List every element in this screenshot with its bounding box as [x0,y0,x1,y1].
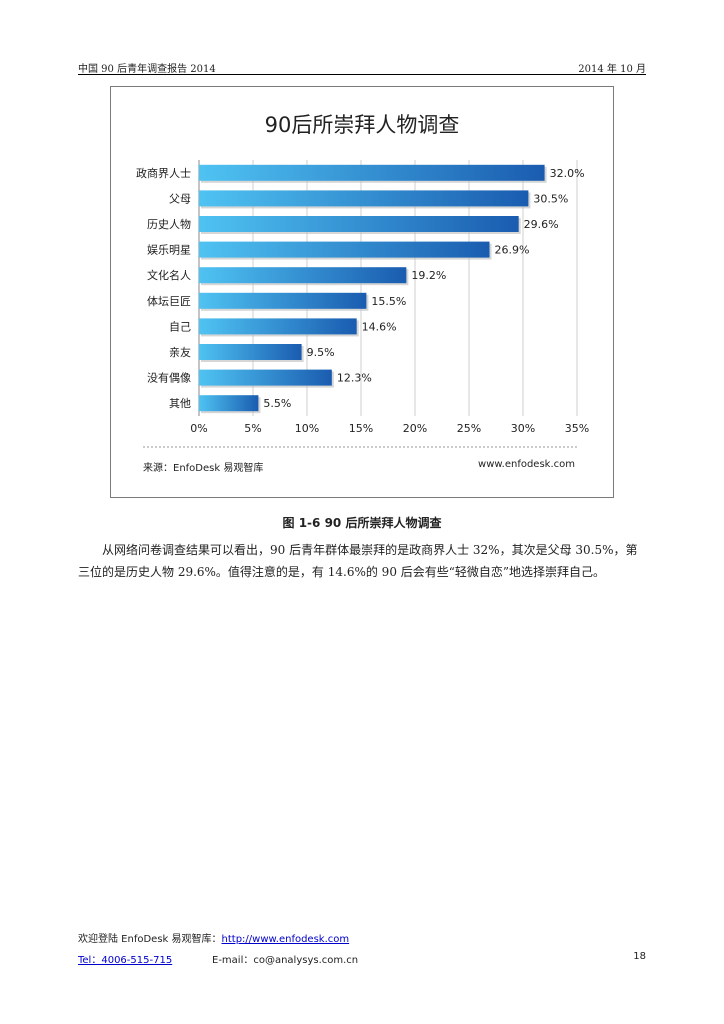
x-tick-label: 25% [457,422,481,435]
data-label: 30.5% [533,192,568,205]
category-label: 自己 [169,320,191,333]
category-label: 历史人物 [147,217,191,231]
bar [199,344,302,360]
footer-url-link[interactable]: http://www.enfodesk.com [221,934,350,945]
header-report-title: 中国 90 后青年调查报告 2014 [78,64,216,75]
x-tick-label: 35% [565,422,589,435]
bar [199,216,519,232]
body-paragraph: 从网络问卷调查结果可以看出，90 后青年群体最崇拜的是政商界人士 32%，其次是… [78,543,638,579]
chart-frame: 90后所崇拜人物调查 0% 5% 10% 15% 20% 25% 30% 35% 政商界人士 32… [110,86,614,498]
figure-caption: 图 1-6 90 后所崇拜人物调查 [282,516,442,530]
category-label: 政商界人士 [136,166,191,180]
data-label: 19.2% [411,269,446,282]
bar [199,190,529,207]
data-label: 14.6% [362,320,397,333]
data-label: 9.5% [307,346,335,359]
bar [199,369,332,386]
bar [199,395,259,412]
page-number: 18 [633,951,646,962]
x-tick-label: 10% [295,422,319,435]
footer-welcome-text: 欢迎登陆 EnfoDesk 易观智库： [78,934,222,945]
x-tick-label: 5% [244,422,261,435]
footer-welcome: 欢迎登陆 EnfoDesk 易观智库：http://www.enfodesk.c… [78,930,349,945]
chart-source: 来源：EnfoDesk 易观智库 [143,463,264,474]
bar-chart: 0% 5% 10% 15% 20% 25% 30% 35% 政商界人士 32.0% 父母 30.5% 历… [136,160,589,448]
category-label: 其他 [169,397,191,410]
bar [199,164,545,181]
bar [199,318,357,335]
footer-tel-link[interactable]: Tel：4006-515-715 [78,955,173,966]
bar [199,267,407,284]
chart-site: www.enfodesk.com [478,459,575,470]
bar [199,292,367,309]
data-label: 5.5% [263,397,291,410]
data-label: 15.5% [371,295,406,308]
data-label: 32.0% [550,167,585,180]
data-label: 29.6% [524,218,559,231]
category-label: 父母 [169,192,191,205]
category-label: 体坛巨匠 [147,294,191,308]
category-label: 没有偶像 [147,371,191,385]
footer-tel: Tel：4006-515-715 [78,951,172,966]
data-label: 12.3% [337,372,372,385]
x-tick-label: 15% [349,422,373,435]
category-label: 文化名人 [147,268,191,282]
bar [199,241,490,258]
data-label: 26.9% [495,244,530,257]
header-date: 2014 年 10 月 [578,64,646,75]
category-label: 亲友 [169,345,191,359]
x-tick-label: 20% [403,422,427,435]
chart-title: 90后所崇拜人物调查 [264,113,460,137]
header-rule [78,74,646,75]
x-tick-label: 0% [190,422,207,435]
category-label: 娱乐明星 [147,243,191,257]
x-tick-label: 30% [511,422,535,435]
footer-email: E-mail：co@analysys.com.cn [212,955,359,966]
